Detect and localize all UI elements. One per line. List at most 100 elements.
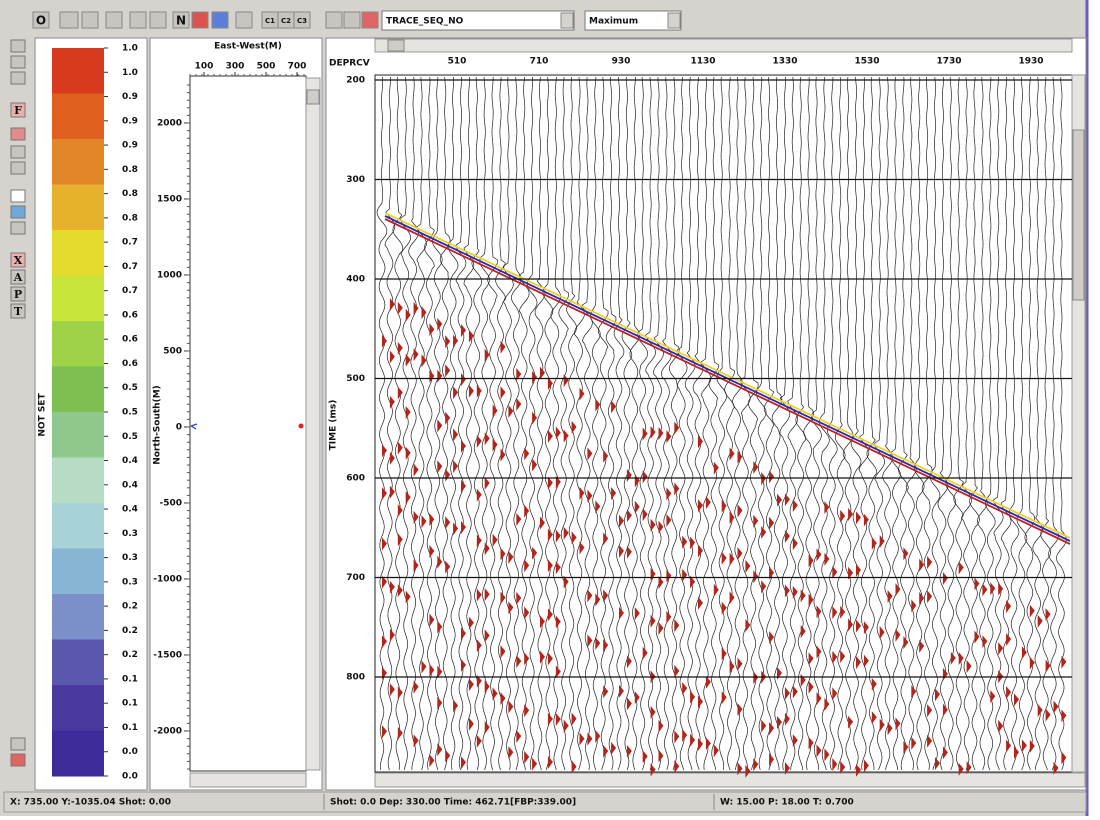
colorbar-tick-label: 0.2 bbox=[122, 650, 138, 660]
tool-icon[interactable] bbox=[129, 11, 147, 29]
scroll-thumb[interactable] bbox=[1072, 129, 1085, 301]
tool-icon[interactable] bbox=[10, 161, 26, 175]
color-swatch bbox=[52, 753, 104, 777]
trace-wiggle bbox=[898, 76, 909, 771]
trace-wiggle bbox=[969, 76, 980, 771]
tool-icon[interactable] bbox=[10, 737, 26, 751]
trace-wiggle bbox=[479, 76, 490, 771]
trace-fill bbox=[397, 441, 403, 455]
trace-fill bbox=[619, 544, 624, 558]
map-vscroll[interactable] bbox=[305, 77, 321, 771]
tool-icon[interactable] bbox=[81, 11, 99, 29]
trace-fill bbox=[808, 554, 814, 568]
side-button[interactable] bbox=[10, 252, 26, 268]
trace-fill bbox=[737, 450, 743, 464]
side-button[interactable] bbox=[10, 286, 26, 302]
gather-hscroll[interactable] bbox=[374, 772, 1086, 788]
map-y-tick-label: 500 bbox=[163, 347, 182, 357]
tool-icon[interactable] bbox=[235, 11, 253, 29]
map-hscroll[interactable] bbox=[189, 772, 307, 788]
trace-fill bbox=[998, 642, 1004, 656]
side-button[interactable] bbox=[10, 303, 26, 319]
scale-dropdown[interactable] bbox=[584, 10, 682, 31]
tool-icon[interactable] bbox=[343, 11, 361, 29]
color-swatch bbox=[52, 48, 104, 72]
trace-fill bbox=[571, 712, 577, 726]
gather-top-scroll[interactable] bbox=[374, 38, 1073, 53]
trace-fill bbox=[911, 736, 917, 750]
scroll-thumb[interactable] bbox=[306, 89, 320, 105]
trace-fill bbox=[595, 593, 601, 607]
tool-button[interactable] bbox=[293, 11, 311, 29]
trace-fill bbox=[816, 548, 822, 562]
trace-fill bbox=[405, 406, 411, 420]
tool-icon[interactable] bbox=[10, 71, 26, 85]
trace-fill bbox=[863, 654, 869, 668]
trace-fill bbox=[871, 677, 877, 691]
color-swatch bbox=[52, 730, 104, 754]
trace-fill bbox=[532, 370, 538, 384]
trace-fill bbox=[800, 625, 806, 639]
trace-fill bbox=[832, 565, 838, 579]
tool-icon[interactable] bbox=[10, 205, 26, 219]
tool-icon[interactable] bbox=[10, 221, 26, 235]
colorbar-tick-label: 0.9 bbox=[122, 116, 138, 126]
tool-icon[interactable] bbox=[191, 11, 209, 29]
trace-fill bbox=[753, 671, 759, 685]
color-swatch bbox=[52, 389, 104, 413]
tool-icon[interactable] bbox=[361, 11, 379, 29]
trace-fill bbox=[658, 426, 664, 440]
scroll-thumb[interactable] bbox=[387, 39, 405, 52]
trace-dropdown[interactable] bbox=[381, 10, 575, 31]
trace-fill bbox=[397, 726, 403, 740]
tool-button[interactable] bbox=[172, 11, 190, 29]
trace-fill bbox=[508, 550, 514, 564]
tool-icon[interactable] bbox=[149, 11, 167, 29]
trace-fill bbox=[856, 763, 861, 777]
trace-fill bbox=[524, 447, 530, 461]
trace-wiggle bbox=[866, 76, 878, 771]
colorbar: 1.0 1.0 0.9 0.9 0.9 0.8 0.8 0.8 0.7 0.7 0.7 0.6 0.6 0… bbox=[52, 44, 138, 782]
tool-button[interactable] bbox=[32, 11, 50, 29]
tool-icon[interactable] bbox=[10, 145, 26, 159]
trace-fill bbox=[626, 509, 632, 523]
trace-wiggle bbox=[581, 76, 593, 771]
tool-icon[interactable] bbox=[10, 39, 26, 53]
trace-fill bbox=[382, 444, 387, 458]
side-button-label: A bbox=[13, 271, 23, 284]
trace-fill bbox=[1014, 746, 1019, 760]
trace-fill bbox=[642, 470, 648, 484]
tool-icon[interactable] bbox=[10, 127, 26, 141]
tool-icon[interactable] bbox=[325, 11, 343, 29]
trace-fill bbox=[1045, 708, 1051, 722]
tool-icon[interactable] bbox=[10, 55, 26, 69]
trace-fill bbox=[658, 622, 664, 636]
trace-fill bbox=[1029, 656, 1035, 670]
tool-icon[interactable] bbox=[10, 753, 26, 767]
trace-fill bbox=[840, 605, 846, 619]
trace-fill bbox=[650, 426, 656, 440]
tool-icon[interactable] bbox=[105, 11, 123, 29]
gather-y-tick-label: 600 bbox=[346, 474, 365, 484]
first-break-band bbox=[384, 212, 1071, 539]
trace-fill bbox=[492, 687, 498, 701]
trace-fill bbox=[745, 619, 751, 633]
colorbar-tick-label: 0.4 bbox=[122, 505, 138, 515]
trace-fill bbox=[579, 486, 585, 500]
side-button[interactable] bbox=[10, 102, 26, 118]
side-button[interactable] bbox=[10, 269, 26, 285]
trace-fill bbox=[832, 687, 838, 701]
tool-icon[interactable] bbox=[10, 189, 26, 203]
tool-icon[interactable] bbox=[59, 11, 79, 29]
trace-fill bbox=[461, 439, 466, 453]
dropdown-arrow[interactable] bbox=[560, 12, 574, 29]
colorbar-tick-label: 0.9 bbox=[122, 92, 138, 102]
trace-fill bbox=[397, 686, 403, 700]
trace-fill bbox=[563, 575, 569, 589]
trace-wiggle bbox=[953, 76, 964, 771]
trace-fill bbox=[389, 580, 395, 594]
tool-icon[interactable] bbox=[211, 11, 229, 29]
trace-fill bbox=[713, 744, 719, 758]
trace-fill bbox=[998, 719, 1004, 733]
dropdown-arrow[interactable] bbox=[667, 12, 681, 29]
